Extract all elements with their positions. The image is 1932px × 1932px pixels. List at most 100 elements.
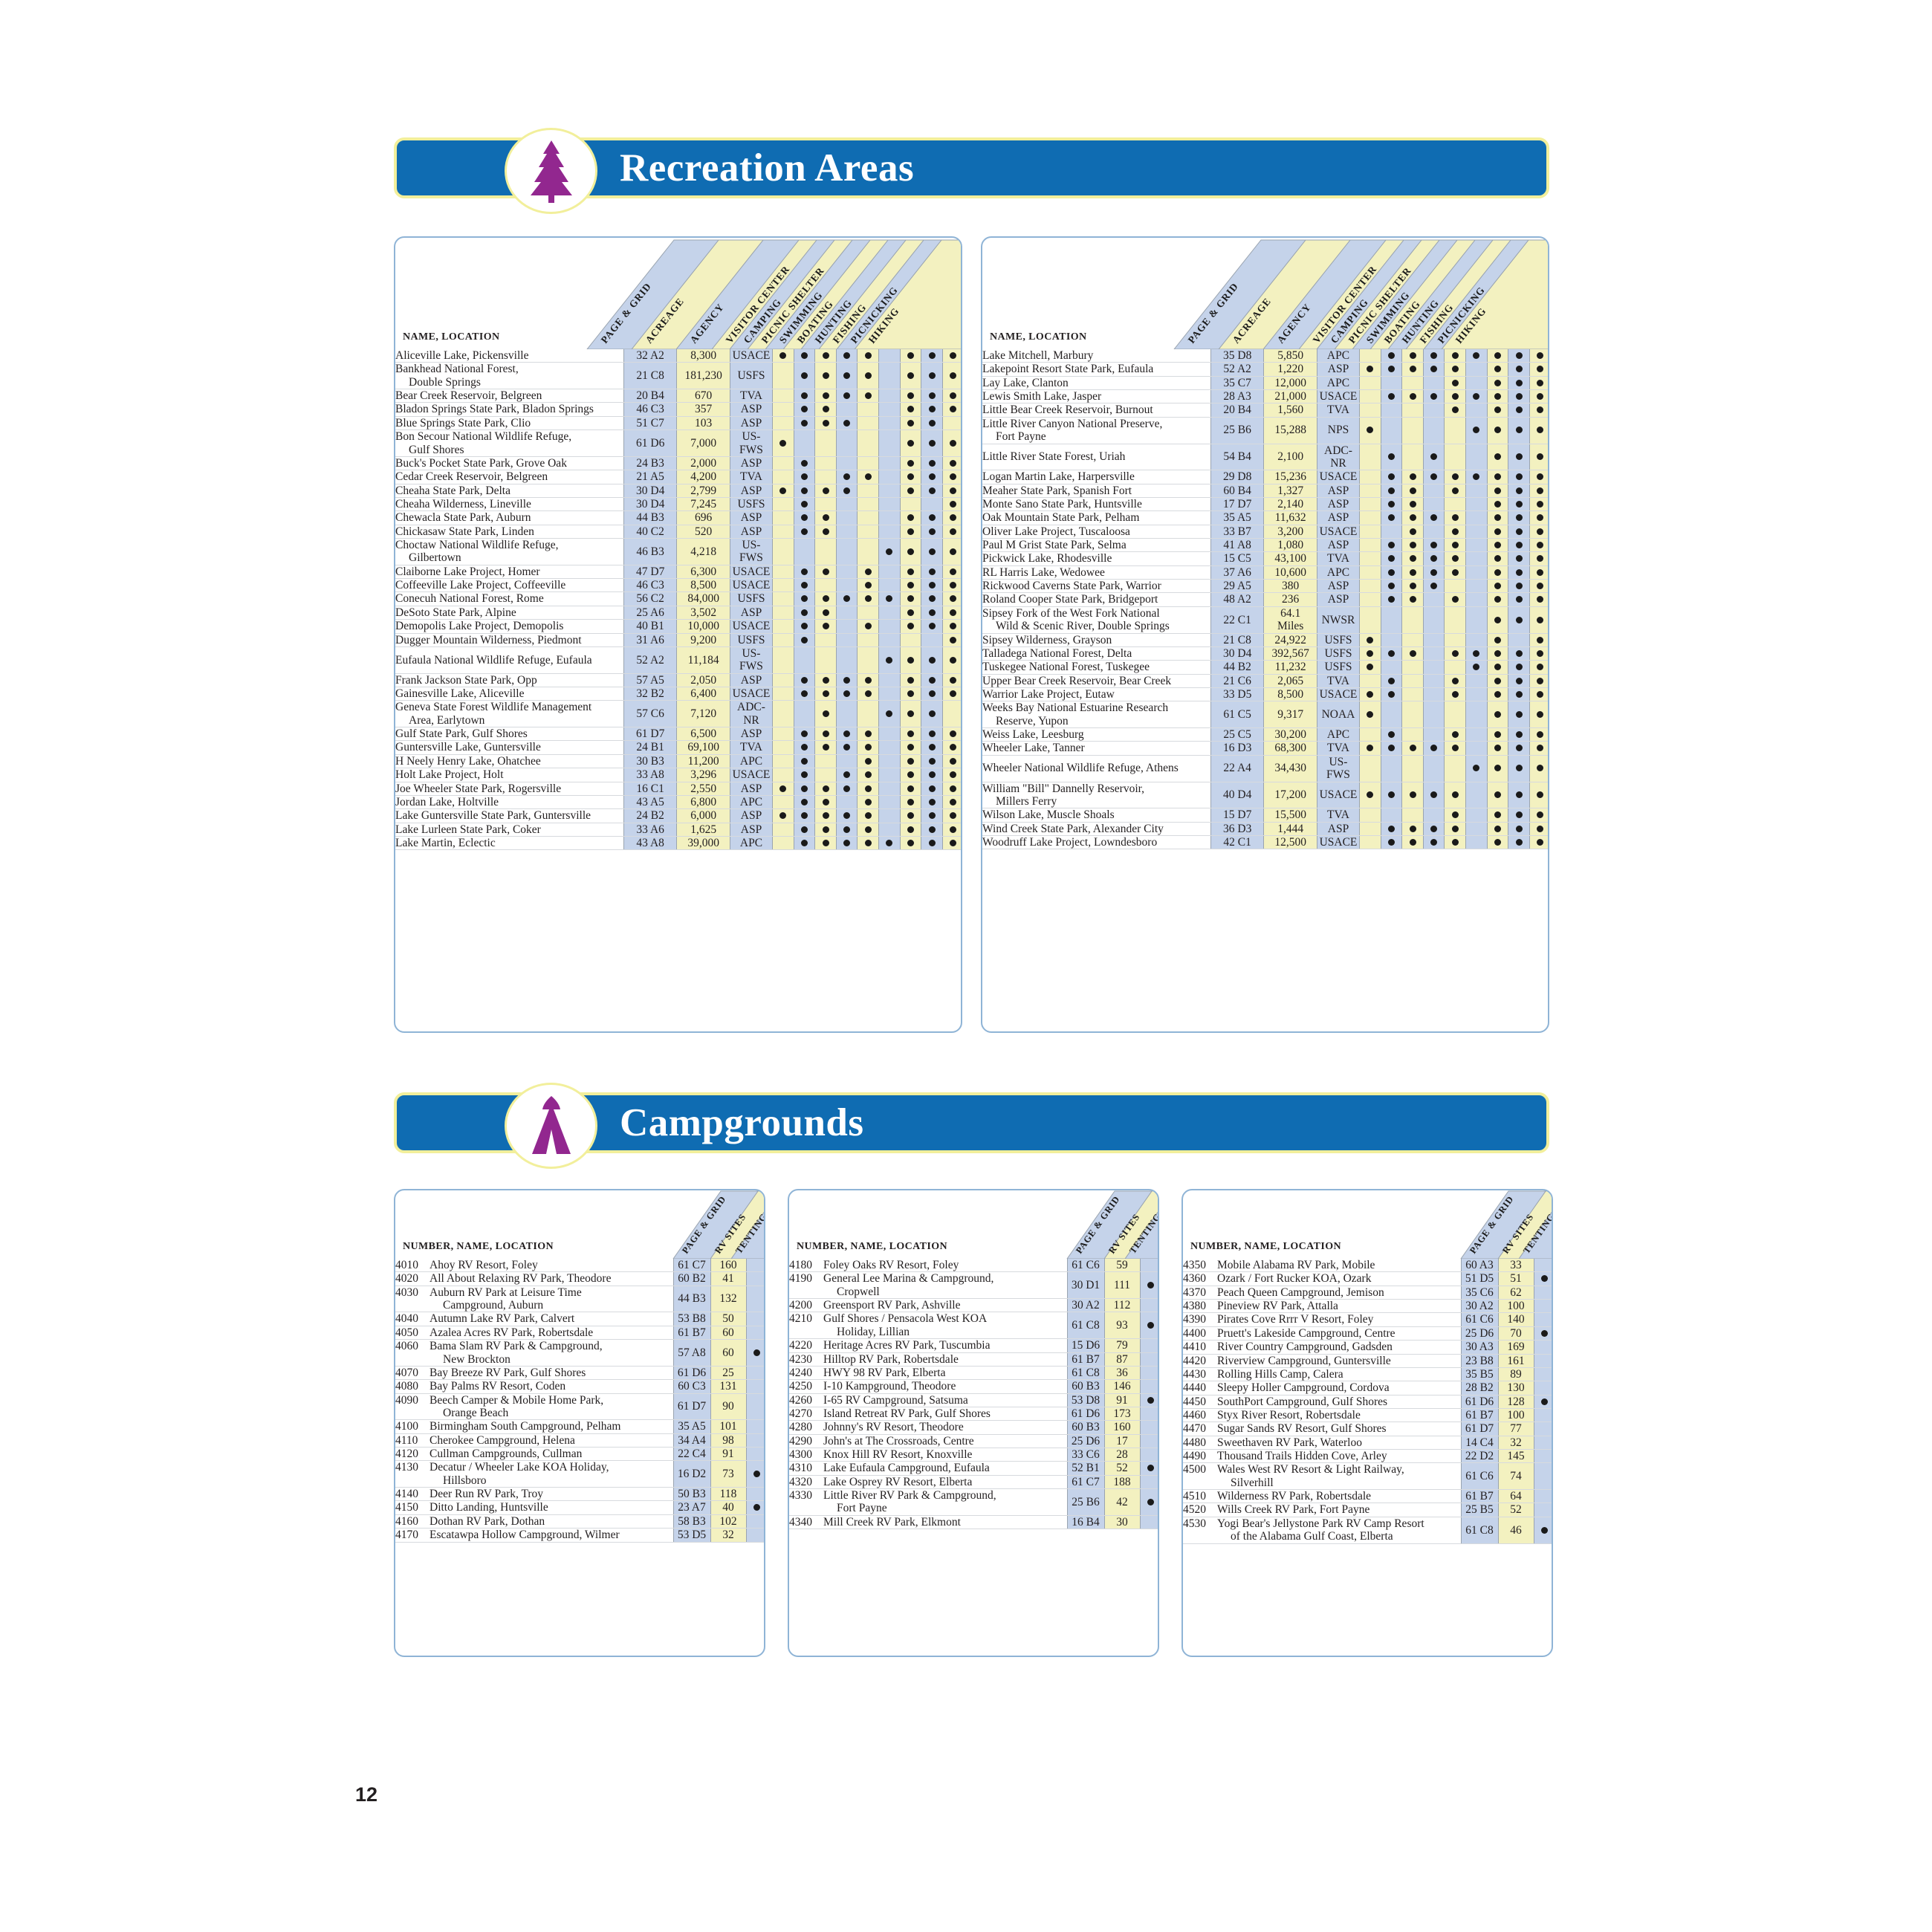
table-row[interactable]: 4370 Peach Queen Campground, Jemison 35 C6…	[1183, 1286, 1552, 1300]
table-row[interactable]: Roland Cooper State Park, Bridgeport 48 A…	[982, 592, 1548, 607]
table-row[interactable]: 4530 Yogi Bear's Jellystone Park RV Camp …	[1183, 1517, 1552, 1544]
table-row[interactable]: 4130 Decatur / Wheeler Lake KOA Holiday, H…	[395, 1460, 764, 1488]
table-row[interactable]: 4500 Wales West RV Resort & Light Railway…	[1183, 1462, 1552, 1491]
table-row[interactable]: 4150 Ditto Landing, Huntsville 23 A7 40	[395, 1500, 764, 1515]
table-row[interactable]: Demopolis Lake Project, Demopolis 40 B1 10…	[395, 619, 961, 634]
table-row[interactable]: 4340 Mill Creek RV Park, Elkmont 16 B4 30	[789, 1515, 1158, 1530]
table-row[interactable]: Talladega National Forest, Delta 30 D4 392…	[982, 646, 1548, 661]
table-row[interactable]: Conecuh National Forest, Rome 56 C2 84,000…	[395, 591, 961, 606]
table-row[interactable]: 4310 Lake Eufaula Campground, Eufaula 52 B…	[789, 1461, 1158, 1476]
table-row[interactable]: Holt Lake Project, Holt 33 A8 3,296 USACE	[395, 768, 961, 782]
table-row[interactable]: 4480 Sweethaven RV Park, Waterloo 14 C4 32	[1183, 1436, 1552, 1450]
table-row[interactable]: 4520 Wills Creek RV Park, Fort Payne 25 B5…	[1183, 1503, 1552, 1517]
table-row[interactable]: Choctaw National Wildlife Refuge, Gilbert…	[395, 538, 961, 565]
table-row[interactable]: 4420 Riverview Campground, Guntersville 23…	[1183, 1354, 1552, 1368]
table-row[interactable]: Lake Lurleen State Park, Coker 33 A6 1,625…	[395, 823, 961, 837]
table-row[interactable]: 4350 Mobile Alabama RV Park, Mobile 60 A3 3…	[1183, 1259, 1552, 1273]
table-row[interactable]: Lewis Smith Lake, Jasper 28 A3 21,000 USACE	[982, 389, 1548, 404]
table-row[interactable]: Warrior Lake Project, Eutaw 33 D5 8,500 USA…	[982, 687, 1548, 702]
table-row[interactable]: 4120 Cullman Campgrounds, Cullman 22 C4 91	[395, 1447, 764, 1462]
table-row[interactable]: Oliver Lake Project, Tuscaloosa 33 B7 3,20…	[982, 525, 1548, 539]
table-row[interactable]: Weeks Bay National Estuarine Research Res…	[982, 701, 1548, 729]
table-row[interactable]: 4410 River Country Campground, Gadsden 30 …	[1183, 1340, 1552, 1355]
table-row[interactable]: 4030 Auburn RV Park at Leisure Time Campgr…	[395, 1286, 764, 1313]
table-row[interactable]: 4070 Bay Breeze RV Park, Gulf Shores 61 D6…	[395, 1366, 764, 1381]
table-row[interactable]: Tuskegee National Forest, Tuskegee 44 B2 1…	[982, 660, 1548, 675]
table-row[interactable]: 4490 Thousand Trails Hidden Cove, Arley 22…	[1183, 1449, 1552, 1464]
table-row[interactable]: 4080 Bay Palms RV Resort, Coden 60 C3 131	[395, 1379, 764, 1394]
table-row[interactable]: 4230 Hilltop RV Park, Robertsdale 61 B7 87	[789, 1352, 1158, 1367]
table-row[interactable]: 4100 Birmingham South Campground, Pelham 3…	[395, 1419, 764, 1434]
table-row[interactable]: 4200 Greensport RV Park, Ashville 30 A2 112	[789, 1298, 1158, 1313]
table-row[interactable]: Little River Canyon National Preserve, Fo…	[982, 417, 1548, 444]
table-row[interactable]: Little Bear Creek Reservoir, Burnout 20 B…	[982, 403, 1548, 418]
table-row[interactable]: 4470 Sugar Sands RV Resort, Gulf Shores 61…	[1183, 1422, 1552, 1436]
table-row[interactable]: Chewacla State Park, Auburn 44 B3 696 ASP	[395, 510, 961, 525]
table-row[interactable]: 4180 Foley Oaks RV Resort, Foley 61 C6 59	[789, 1259, 1158, 1273]
table-row[interactable]: Paul M Grist State Park, Selma 41 A8 1,080…	[982, 538, 1548, 553]
table-row[interactable]: 4400 Pruett's Lakeside Campground, Centre…	[1183, 1326, 1552, 1341]
table-row[interactable]: 4250 I-10 Kampground, Theodore 60 B3 146	[789, 1379, 1158, 1394]
table-row[interactable]: Joe Wheeler State Park, Rogersville 16 C1…	[395, 782, 961, 796]
table-row[interactable]: 4060 Bama Slam RV Park & Campground, New B…	[395, 1339, 764, 1367]
table-row[interactable]: H Neely Henry Lake, Ohatchee 30 B3 11,200 A…	[395, 754, 961, 769]
table-row[interactable]: 4390 Pirates Cove Rrrr V Resort, Foley 61 …	[1183, 1312, 1552, 1327]
table-row[interactable]: Gainesville Lake, Aliceville 32 B2 6,400 US…	[395, 687, 961, 701]
table-row[interactable]: 4440 Sleepy Holler Campground, Cordova 28 …	[1183, 1381, 1552, 1395]
table-row[interactable]: 4160 Dothan RV Park, Dothan 58 B3 102	[395, 1514, 764, 1529]
table-row[interactable]: 4260 I-65 RV Campground, Satsuma 53 D8 91	[789, 1393, 1158, 1407]
table-row[interactable]: Weiss Lake, Leesburg 25 C5 30,200 APC	[982, 727, 1548, 742]
table-row[interactable]: 4510 Wilderness RV Park, Robertsdale 61 B7…	[1183, 1489, 1552, 1504]
table-row[interactable]: Frank Jackson State Park, Opp 57 A5 2,050 A…	[395, 673, 961, 687]
table-row[interactable]: Wheeler National Wildlife Refuge, Athens…	[982, 755, 1548, 782]
table-row[interactable]: Rickwood Caverns State Park, Warrior 29 A…	[982, 579, 1548, 594]
table-row[interactable]: William "Bill" Dannelly Reservoir, Miller…	[982, 782, 1548, 809]
table-row[interactable]: 4170 Escatawpa Hollow Campground, Wilmer 5…	[395, 1528, 764, 1543]
table-row[interactable]: 4110 Cherokee Campground, Helena 34 A4 98	[395, 1433, 764, 1448]
table-row[interactable]: Coffeeville Lake Project, Coffeeville 46 …	[395, 578, 961, 593]
table-row[interactable]: Bear Creek Reservoir, Belgreen 20 B4 670 TV…	[395, 389, 961, 403]
table-row[interactable]: Oak Mountain State Park, Pelham 35 A5 11,6…	[982, 510, 1548, 525]
table-row[interactable]: 4280 Johnny's RV Resort, Theodore 60 B3 160	[789, 1420, 1158, 1435]
table-row[interactable]: Guntersville Lake, Guntersville 24 B1 69,1…	[395, 740, 961, 755]
table-row[interactable]: Blue Springs State Park, Clio 51 C7 103 ASP	[395, 416, 961, 431]
table-row[interactable]: Aliceville Lake, Pickensville 32 A2 8,300 U…	[395, 349, 961, 363]
table-row[interactable]: 4270 Island Retreat RV Park, Gulf Shores 6…	[789, 1407, 1158, 1422]
table-row[interactable]: Wind Creek State Park, Alexander City 36 …	[982, 822, 1548, 836]
table-row[interactable]: Lay Lake, Clanton 35 C7 12,000 APC	[982, 376, 1548, 391]
table-row[interactable]: 4300 Knox Hill RV Resort, Knoxville 33 C6 2…	[789, 1448, 1158, 1462]
table-row[interactable]: Upper Bear Creek Reservoir, Bear Creek 21…	[982, 674, 1548, 688]
table-row[interactable]: 4050 Azalea Acres RV Park, Robertsdale 61 …	[395, 1326, 764, 1341]
table-row[interactable]: Little River State Forest, Uriah 54 B4 2,1…	[982, 444, 1548, 471]
table-row[interactable]: 4190 General Lee Marina & Campground, Crop…	[789, 1271, 1158, 1300]
table-row[interactable]: Cedar Creek Reservoir, Belgreen 21 A5 4,20…	[395, 470, 961, 484]
table-row[interactable]: Sipsey Wilderness, Grayson 21 C8 24,922 USF…	[982, 633, 1548, 647]
table-row[interactable]: Lake Martin, Eclectic 43 A8 39,000 APC	[395, 836, 961, 851]
table-row[interactable]: Bankhead National Forest, Double Springs 2…	[395, 362, 961, 390]
table-row[interactable]: Lake Guntersville State Park, Guntersvil…	[395, 808, 961, 823]
table-row[interactable]: 4430 Rolling Hills Camp, Calera 35 B5 89	[1183, 1367, 1552, 1382]
table-row[interactable]: Claiborne Lake Project, Homer 47 D7 6,300 U…	[395, 565, 961, 580]
table-row[interactable]: Jordan Lake, Holtville 43 A5 6,800 APC	[395, 795, 961, 810]
table-row[interactable]: 4380 Pineview RV Park, Attalla 30 A2 100	[1183, 1299, 1552, 1314]
table-row[interactable]: 4140 Deer Run RV Park, Troy 50 B3 118	[395, 1487, 764, 1502]
table-row[interactable]: 4460 Styx River Resort, Robertsdale 61 B7 1…	[1183, 1408, 1552, 1423]
table-row[interactable]: Bon Secour National Wildlife Refuge, Gulf…	[395, 429, 961, 457]
table-row[interactable]: Cheaha State Park, Delta 30 D4 2,799 ASP	[395, 484, 961, 498]
table-row[interactable]: Chickasaw State Park, Linden 40 C2 520 ASP	[395, 525, 961, 539]
table-row[interactable]: 4020 All About Relaxing RV Park, Theodore…	[395, 1271, 764, 1286]
table-row[interactable]: Pickwick Lake, Rhodesville 15 C5 43,100 TVA	[982, 551, 1548, 566]
table-row[interactable]: Bladon Springs State Park, Bladon Spring…	[395, 402, 961, 417]
table-row[interactable]: 4450 SouthPort Campground, Gulf Shores 61 …	[1183, 1395, 1552, 1409]
table-row[interactable]: 4320 Lake Osprey RV Resort, Elberta 61 C7 1…	[789, 1475, 1158, 1490]
table-row[interactable]: RL Harris Lake, Wedowee 37 A6 10,600 APC	[982, 565, 1548, 580]
table-row[interactable]: Woodruff Lake Project, Lowndesboro 42 C1 1…	[982, 835, 1548, 850]
table-row[interactable]: DeSoto State Park, Alpine 25 A6 3,502 ASP	[395, 606, 961, 620]
table-row[interactable]: Dugger Mountain Wilderness, Piedmont 31 A…	[395, 633, 961, 647]
table-row[interactable]: Logan Martin Lake, Harpersville 29 D8 15,2…	[982, 470, 1548, 484]
table-row[interactable]: 4210 Gulf Shores / Pensacola West KOA Holi…	[789, 1312, 1158, 1340]
table-row[interactable]: Wheeler Lake, Tanner 16 D3 68,300 TVA	[982, 741, 1548, 756]
table-row[interactable]: Eufaula National Wildlife Refuge, Eufaul…	[395, 646, 961, 674]
table-row[interactable]: 4240 HWY 98 RV Park, Elberta 61 C8 36	[789, 1366, 1158, 1381]
table-row[interactable]: Gulf State Park, Gulf Shores 61 D7 6,500 AS…	[395, 727, 961, 742]
